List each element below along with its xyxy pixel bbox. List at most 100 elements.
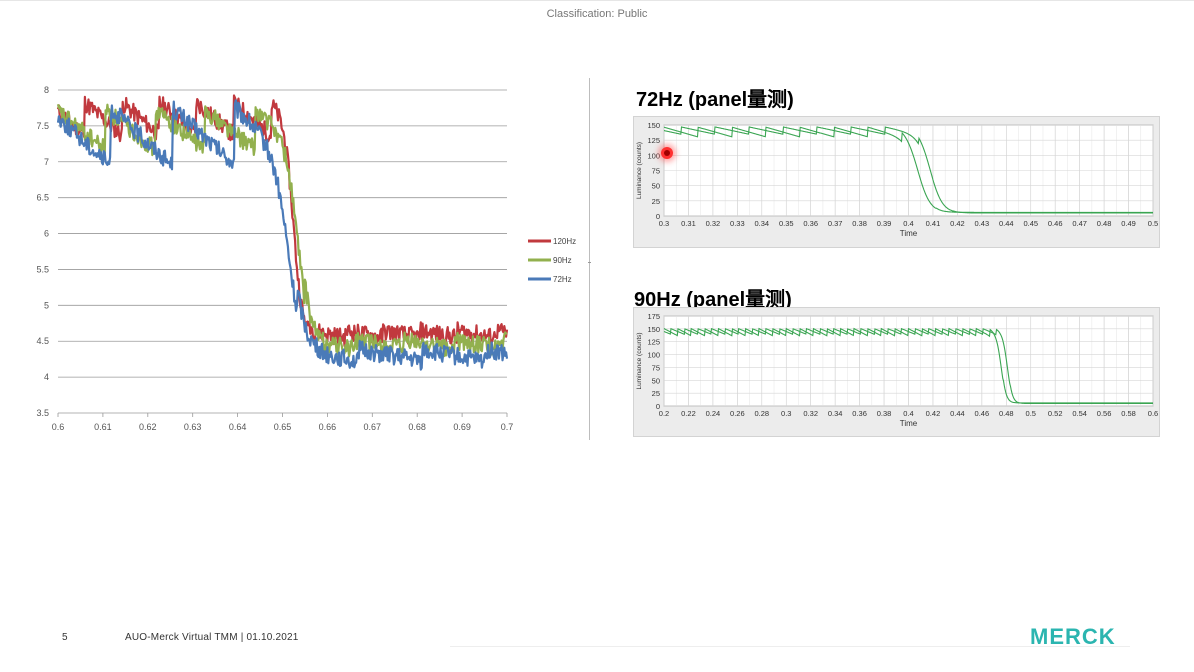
y-tick-label: 50 xyxy=(652,182,660,191)
vertical-divider xyxy=(589,78,590,440)
x-tick-label: 0.43 xyxy=(975,219,990,228)
x-tick-label: 0.34 xyxy=(828,409,843,418)
x-tick-label: 0.24 xyxy=(706,409,721,418)
y-tick-label: 150 xyxy=(647,121,660,130)
x-tick-label: 0.62 xyxy=(139,422,157,432)
y-tick-label: 5 xyxy=(44,300,49,310)
y-tick-label: 25 xyxy=(652,389,660,398)
x-tick-label: 0.34 xyxy=(754,219,769,228)
x-tick-label: 0.33 xyxy=(730,219,745,228)
x-tick-label: 0.67 xyxy=(364,422,382,432)
y-tick-label: 150 xyxy=(647,325,660,334)
page-number: 5 xyxy=(62,632,68,643)
panel-72hz-frame: 0.3 0.31 0.32 0.33 0.34 0.35 0.36 0.37 0.38 0.39 0… xyxy=(633,116,1160,248)
y-tick-label: 25 xyxy=(652,197,660,206)
x-tick-label: 0.64 xyxy=(229,422,247,432)
x-tick-label: 0.44 xyxy=(950,409,965,418)
x-tick-label: 0.36 xyxy=(852,409,867,418)
footer-text: AUO-Merck Virtual TMM | 01.10.2021 xyxy=(125,632,299,643)
x-tick-label: 0.5 xyxy=(1148,219,1158,228)
y-tick-label: 4.5 xyxy=(36,336,49,346)
y-tick-label: 50 xyxy=(652,376,660,385)
x-tick-label: 0.3 xyxy=(659,219,669,228)
legend-label-120Hz: 120Hz xyxy=(553,237,576,246)
x-tick-label: 0.44 xyxy=(999,219,1014,228)
y-tick-label: 6 xyxy=(44,229,49,239)
legend-label-72Hz: 72Hz xyxy=(553,275,572,284)
y-tick-label: 100 xyxy=(647,351,660,360)
y-tick-label: 4 xyxy=(44,372,49,382)
x-tick-label: 0.68 xyxy=(408,422,426,432)
y-tick-label: 6.5 xyxy=(36,193,49,203)
panel-luminance-line xyxy=(663,327,1153,404)
merck-logo-text: MERCK xyxy=(1030,624,1116,648)
x-tick-label: 0.6 xyxy=(52,422,65,432)
x-tick-label: 0.38 xyxy=(852,219,867,228)
x-tick-label: 0.26 xyxy=(730,409,745,418)
x-tick-label: 0.36 xyxy=(803,219,818,228)
panel-luminance-line xyxy=(663,126,1153,213)
y-tick-label: 75 xyxy=(652,363,660,372)
x-tick-label: 0.58 xyxy=(1121,409,1136,418)
x-tick-label: 0.65 xyxy=(274,422,292,432)
x-tick-label: 0.32 xyxy=(706,219,721,228)
x-tick-label: 0.38 xyxy=(877,409,892,418)
merck-logo: MERCK xyxy=(1030,624,1116,648)
y-tick-label: 8 xyxy=(44,85,49,95)
y-tick-label: 75 xyxy=(652,167,660,176)
y-axis-label: Luminance (counts) xyxy=(636,332,643,389)
legend-label-90Hz: 90Hz xyxy=(553,256,572,265)
x-tick-label: 0.41 xyxy=(926,219,941,228)
x-tick-label: 0.35 xyxy=(779,219,794,228)
x-tick-label: 0.39 xyxy=(877,219,892,228)
x-tick-label: 0.49 xyxy=(1121,219,1136,228)
x-tick-label: 0.37 xyxy=(828,219,843,228)
panel-72hz-title: 72Hz (panel量测) xyxy=(636,89,794,111)
x-tick-label: 0.32 xyxy=(803,409,818,418)
x-tick-label: 0.5 xyxy=(1026,409,1036,418)
x-tick-label: 0.42 xyxy=(926,409,941,418)
y-tick-label: 125 xyxy=(647,136,660,145)
series-line-90Hz xyxy=(56,103,508,358)
divider-tick xyxy=(588,262,591,263)
panel-90hz-title: 90Hz (panel量测) xyxy=(634,289,792,311)
x-tick-label: 0.48 xyxy=(1097,219,1112,228)
x-tick-label: 0.3 xyxy=(781,409,791,418)
top-border xyxy=(0,0,1194,1)
x-tick-label: 0.63 xyxy=(184,422,202,432)
panel-90hz-chart: 0.2 0.22 0.24 0.26 0.28 0.3 0.32 0.34 0.36 0.38 0.… xyxy=(636,312,1158,428)
x-tick-label: 0.47 xyxy=(1072,219,1087,228)
y-tick-label: 0 xyxy=(656,402,660,411)
series-line-120Hz xyxy=(56,94,509,347)
bottom-rule xyxy=(450,646,1130,647)
y-tick-label: 175 xyxy=(647,312,660,321)
y-tick-label: 100 xyxy=(647,151,660,160)
x-tick-label: 0.69 xyxy=(453,422,471,432)
x-tick-label: 0.6 xyxy=(1148,409,1158,418)
y-tick-label: 5.5 xyxy=(36,264,49,274)
x-axis-label: Time xyxy=(900,419,918,428)
x-tick-label: 0.56 xyxy=(1097,409,1112,418)
panel-72hz-chart: 0.3 0.31 0.32 0.33 0.34 0.35 0.36 0.37 0.38 0.39 0… xyxy=(636,121,1158,238)
x-tick-label: 0.42 xyxy=(950,219,965,228)
y-tick-label: 0 xyxy=(656,212,660,221)
x-tick-label: 0.52 xyxy=(1048,409,1063,418)
x-tick-label: 0.4 xyxy=(903,219,913,228)
x-tick-label: 0.2 xyxy=(659,409,669,418)
x-tick-label: 0.31 xyxy=(681,219,696,228)
x-tick-label: 0.46 xyxy=(1048,219,1063,228)
panel-luminance-line xyxy=(663,126,1153,214)
x-tick-label: 0.28 xyxy=(754,409,769,418)
x-tick-label: 0.22 xyxy=(681,409,696,418)
pointer-cursor-icon xyxy=(661,147,673,159)
y-tick-label: 7.5 xyxy=(36,121,49,131)
x-tick-label: 0.7 xyxy=(501,422,514,432)
x-tick-label: 0.54 xyxy=(1072,409,1087,418)
y-tick-label: 7 xyxy=(44,157,49,167)
y-tick-label: 3.5 xyxy=(36,408,49,418)
y-tick-label: 125 xyxy=(647,338,660,347)
x-tick-label: 0.61 xyxy=(94,422,112,432)
classification-label: Classification: Public xyxy=(546,8,648,20)
main-line-chart: 3.5 4 4.5 5 5.5 6 6.5 7 7.5 8 0.6 0.61 0.62 0.63 0.64 0… xyxy=(36,85,576,432)
x-tick-label: 0.66 xyxy=(319,422,337,432)
